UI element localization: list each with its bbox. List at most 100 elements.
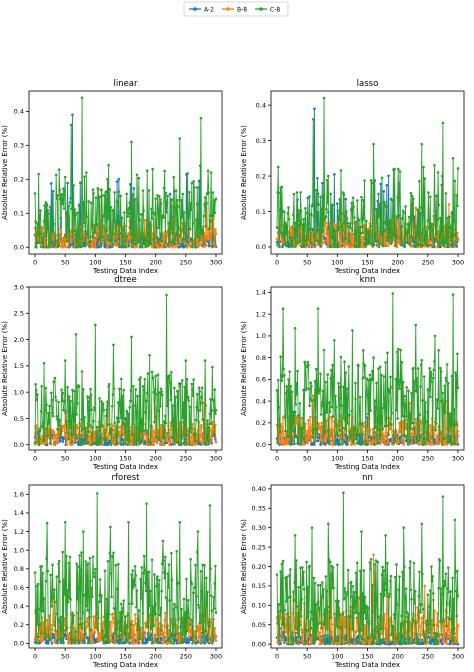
data-point: [130, 619, 134, 623]
data-point: [351, 196, 355, 200]
data-point: [325, 178, 329, 182]
data-point: [306, 360, 310, 364]
data-point: [434, 428, 437, 432]
data-point: [185, 221, 188, 225]
data-point: [351, 440, 355, 444]
data-point: [208, 624, 211, 628]
data-point: [425, 436, 429, 440]
data-point: [173, 386, 176, 390]
data-point: [209, 171, 213, 174]
data-point: [316, 432, 319, 436]
data-point: [76, 426, 80, 430]
data-point: [396, 218, 400, 222]
data-point: [65, 630, 68, 634]
data-point: [119, 416, 122, 420]
data-point: [361, 349, 365, 352]
data-point: [207, 191, 211, 194]
data-point: [203, 196, 207, 199]
data-point: [42, 610, 45, 613]
data-point: [133, 613, 137, 616]
data-point: [325, 208, 328, 211]
data-point: [334, 229, 337, 233]
x-tick-label: 150: [119, 653, 131, 661]
data-point: [276, 237, 279, 241]
data-point: [422, 239, 426, 243]
data-point: [395, 409, 398, 412]
data-point: [42, 245, 45, 248]
data-point: [444, 376, 448, 380]
data-point: [159, 405, 162, 408]
data-point: [94, 196, 98, 199]
data-point: [440, 240, 444, 244]
data-point: [192, 186, 196, 189]
data-point: [121, 610, 124, 613]
data-point: [115, 180, 119, 183]
data-point: [66, 181, 69, 185]
data-point: [75, 562, 78, 566]
data-point: [188, 617, 191, 620]
data-point: [214, 228, 217, 231]
data-point: [208, 412, 212, 416]
data-point: [361, 231, 364, 235]
data-point: [105, 597, 109, 601]
data-point: [90, 586, 94, 590]
data-point: [70, 641, 74, 644]
data-point: [139, 577, 142, 581]
data-point: [74, 630, 78, 634]
data-point: [412, 366, 415, 370]
data-point: [190, 582, 194, 586]
legend-label-c-8: C-8: [270, 7, 280, 14]
data-point: [159, 606, 162, 610]
data-point: [415, 377, 419, 380]
data-point: [295, 382, 298, 385]
data-point: [427, 389, 431, 392]
data-point: [278, 430, 282, 434]
data-point: [427, 242, 431, 245]
data-point: [77, 586, 81, 590]
data-point: [148, 221, 152, 224]
data-point: [141, 593, 144, 597]
y-tick-label: 0.8: [14, 565, 24, 573]
data-point: [33, 441, 37, 444]
data-point: [80, 641, 83, 645]
data-point: [69, 241, 73, 244]
data-point: [45, 403, 48, 407]
data-point: [64, 410, 68, 413]
data-point: [80, 418, 83, 421]
data-point: [389, 423, 393, 426]
data-point: [284, 391, 288, 395]
data-point: [52, 633, 56, 637]
data-point: [298, 402, 302, 405]
data-point: [333, 442, 337, 445]
data-point: [100, 594, 103, 597]
data-point: [367, 378, 371, 382]
data-point: [316, 243, 319, 247]
data-point: [68, 555, 72, 559]
data-point: [92, 623, 96, 626]
data-point: [62, 641, 65, 645]
data-point: [47, 420, 51, 424]
data-point: [103, 241, 107, 245]
data-point: [194, 636, 198, 640]
data-point: [129, 226, 132, 229]
data-point: [116, 204, 119, 208]
subplot-title: nn: [362, 473, 373, 483]
data-point: [376, 419, 380, 423]
data-point: [107, 163, 110, 167]
data-point: [437, 424, 441, 428]
data-point: [54, 398, 58, 402]
data-point: [379, 213, 383, 217]
data-point: [160, 624, 164, 627]
data-point: [126, 244, 129, 247]
data-point: [151, 605, 155, 609]
data-point: [430, 373, 433, 376]
data-point: [442, 237, 445, 240]
data-point: [322, 229, 325, 232]
data-point: [45, 203, 49, 207]
data-point: [319, 195, 322, 199]
legend-label-b-8: B-8: [237, 7, 247, 14]
data-point: [313, 233, 317, 236]
data-point: [35, 398, 39, 402]
data-point: [91, 555, 95, 559]
data-point: [450, 239, 453, 243]
